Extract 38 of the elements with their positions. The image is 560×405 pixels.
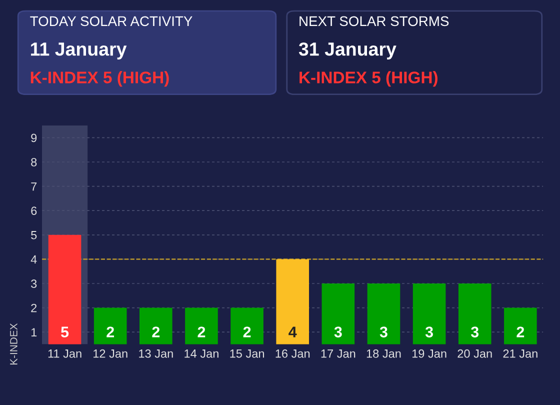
x-tick-label: 15 Jan — [230, 350, 264, 358]
text: NEXT SOLAR STORMS — [300, 16, 449, 26]
y-tick-label: 5 — [31, 231, 37, 240]
y-tick-label: 9 — [31, 134, 37, 142]
x-tick-label: 14 Jan — [184, 350, 218, 358]
text: 11 January — [31, 42, 127, 60]
data-label: 3 — [425, 326, 433, 338]
y-tick-label: 3 — [31, 280, 37, 288]
x-tick-label: 17 Jan — [321, 350, 356, 358]
y-tick-label: 7 — [31, 182, 37, 191]
text: K-INDEX 5 (HIGH) — [300, 71, 438, 87]
x-tick-label: 16 Jan — [276, 349, 310, 358]
x-tick-label: 13 Jan — [139, 349, 173, 358]
data-label: 2 — [198, 326, 206, 338]
text: K-INDEX 5 (HIGH) — [30, 71, 169, 87]
y-axis-title: K-INDEX — [10, 323, 18, 365]
x-tick-label: 11 Jan — [48, 350, 82, 358]
text: 31 January — [298, 42, 396, 60]
x-tick-label: 20 Jan — [458, 349, 492, 358]
data-label: 3 — [380, 326, 388, 338]
y-tick-label: 6 — [31, 206, 37, 215]
y-tick-label: 1 — [31, 328, 37, 336]
data-label: 2 — [152, 326, 160, 338]
data-label: 3 — [334, 326, 342, 338]
data-label: 3 — [470, 326, 479, 338]
data-label: 4 — [288, 326, 297, 338]
text: TODAY SOLAR ACTIVITY — [30, 16, 192, 26]
data-label: 2 — [106, 326, 114, 338]
y-tick-label: 8 — [31, 158, 37, 166]
data-label: 2 — [243, 326, 251, 338]
y-tick-label: 4 — [30, 255, 37, 264]
x-tick-label: 19 Jan — [412, 349, 446, 358]
x-tick-label: 12 Jan — [94, 349, 128, 358]
x-tick-label: 21 Jan — [503, 349, 538, 358]
data-label: 5 — [61, 326, 69, 338]
data-label: 2 — [516, 326, 524, 338]
y-tick-label: 2 — [31, 304, 37, 312]
x-tick-label: 18 Jan — [366, 349, 401, 358]
